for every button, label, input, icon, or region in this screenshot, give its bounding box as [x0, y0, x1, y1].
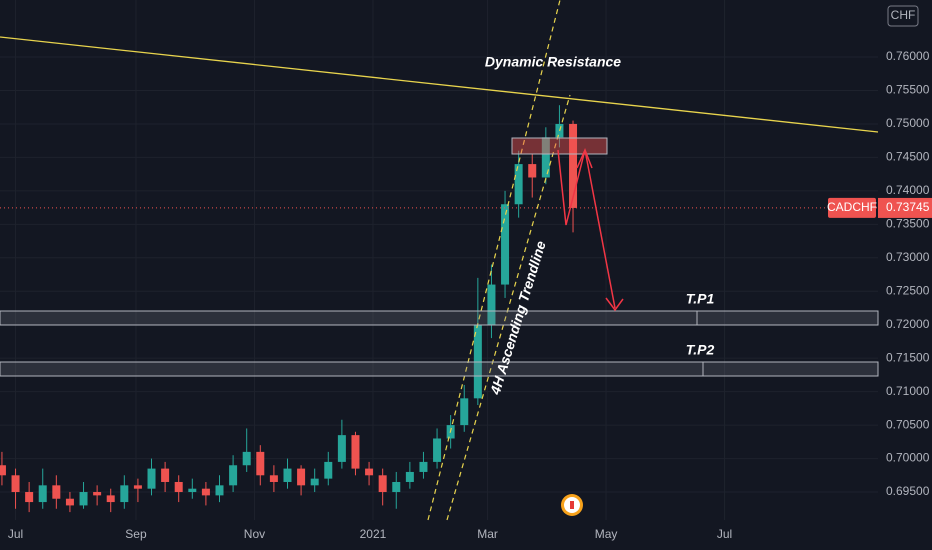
candle-body [201, 488, 210, 496]
candle-body [161, 468, 170, 482]
y-tick-label: 0.70000 [886, 451, 930, 465]
y-tick-label: 0.74000 [886, 183, 930, 197]
x-tick-label: Sep [125, 527, 147, 541]
resistance-zone [511, 137, 608, 155]
y-tick-label: 0.73500 [886, 217, 930, 231]
annotation: T.P1 [686, 291, 715, 307]
y-tick-label: 0.72000 [886, 317, 930, 331]
resistance-line [0, 36, 879, 133]
y-tick-label: 0.72500 [886, 283, 930, 297]
last-price: 0.73745 [886, 200, 930, 214]
candle-body [405, 471, 414, 482]
candle-body [283, 468, 292, 482]
candle-body [25, 492, 34, 503]
price-badge [878, 197, 932, 218]
candle-body [487, 284, 496, 325]
candle-body [38, 485, 47, 503]
candle-body [133, 485, 142, 489]
candle-body [310, 478, 319, 486]
candle-body [52, 485, 61, 499]
candle-body [324, 461, 333, 479]
candle-body [501, 204, 510, 285]
candle-body [215, 485, 224, 496]
tp1-zone [0, 310, 879, 326]
x-tick-label: May [595, 527, 618, 541]
tp2-zone [0, 361, 879, 377]
candle-body [514, 164, 523, 205]
y-tick-label: 0.70500 [886, 417, 930, 431]
projection-arrow [557, 149, 616, 309]
candle-body [174, 481, 183, 493]
candle-body [569, 123, 578, 208]
candle-body [460, 398, 469, 426]
candle-body [79, 492, 88, 506]
candle-body [93, 492, 102, 496]
candle-body [188, 488, 197, 493]
candle-body [65, 498, 74, 506]
channel-lower [446, 94, 571, 521]
y-tick-label: 0.71500 [886, 350, 930, 364]
candle-body [0, 465, 6, 476]
candle-body [351, 435, 360, 469]
candle-body [528, 164, 537, 178]
candle-body [229, 465, 238, 486]
candle-body [337, 435, 346, 462]
x-tick-label: Jul [8, 527, 23, 541]
annotation: Dynamic Resistance [485, 54, 621, 70]
y-tick-label: 0.69500 [886, 484, 930, 498]
arrow-head [576, 148, 593, 169]
candle-body [392, 481, 401, 493]
candle-body [541, 137, 550, 178]
currency-box [887, 5, 919, 27]
symbol: CADCHF [827, 200, 877, 214]
candle-body [147, 468, 156, 489]
currency: CHF [891, 8, 916, 22]
candle-body [106, 495, 115, 503]
y-tick-label: 0.75000 [886, 116, 930, 130]
candle-body [242, 451, 251, 466]
candle-body [11, 475, 20, 493]
x-tick-label: Nov [244, 527, 265, 541]
candle-body [297, 468, 306, 486]
arrow-head [605, 297, 624, 312]
y-tick-label: 0.71000 [886, 384, 930, 398]
y-tick-label: 0.75500 [886, 83, 930, 97]
y-tick-label: 0.74500 [886, 150, 930, 164]
candle-body [256, 451, 265, 476]
candle-body [269, 475, 278, 482]
y-tick-label: 0.76000 [886, 49, 930, 63]
y-tick-label: 0.73000 [886, 250, 930, 264]
candle-body [433, 438, 442, 462]
symbol-badge [828, 197, 876, 218]
candle-body [378, 475, 387, 493]
x-tick-label: 2021 [360, 527, 387, 541]
annotation: T.P2 [686, 342, 715, 358]
price-axis: 0.69500 0.70000 0.70500 0.71000 0.71500 0.720… [8, 49, 932, 541]
candle-body [365, 468, 374, 476]
x-tick-label: Jul [717, 527, 732, 541]
candle-body [419, 461, 428, 472]
flag-leaf [570, 501, 574, 509]
x-tick-label: Mar [477, 527, 498, 541]
candle-body [120, 485, 129, 503]
